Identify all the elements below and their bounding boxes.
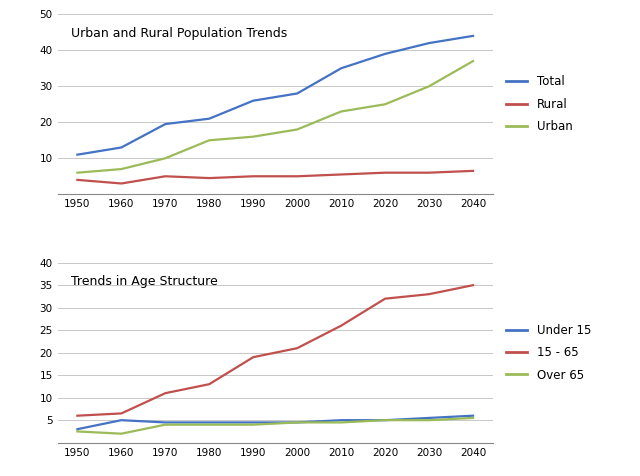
Under 15 — [293, 419, 301, 425]
Over 65 — [118, 431, 125, 436]
Line: 15 - 65: 15 - 65 — [77, 285, 473, 416]
Rural — [293, 173, 301, 179]
15 - 65 — [425, 291, 433, 297]
15 - 65 — [161, 390, 169, 396]
Text: Trends in Age Structure: Trends in Age Structure — [70, 275, 218, 288]
15 - 65 — [74, 413, 81, 418]
Under 15 — [205, 419, 213, 425]
Legend: Total, Rural, Urban: Total, Rural, Urban — [502, 70, 577, 138]
Rural — [250, 173, 257, 179]
Rural — [161, 173, 169, 179]
Over 65 — [293, 419, 301, 425]
Rural — [469, 168, 477, 174]
Urban — [381, 101, 389, 107]
Under 15 — [381, 417, 389, 423]
Urban — [293, 127, 301, 132]
Over 65 — [74, 428, 81, 434]
15 - 65 — [293, 345, 301, 351]
Under 15 — [337, 417, 345, 423]
Total — [425, 40, 433, 46]
15 - 65 — [337, 323, 345, 328]
Urban — [118, 166, 125, 172]
Line: Rural: Rural — [77, 171, 473, 183]
Urban — [469, 58, 477, 64]
Under 15 — [161, 419, 169, 425]
Urban — [337, 109, 345, 114]
Total — [337, 65, 345, 71]
Line: Urban: Urban — [77, 61, 473, 173]
Over 65 — [381, 417, 389, 423]
Under 15 — [74, 426, 81, 432]
Total — [469, 33, 477, 39]
Total — [293, 90, 301, 96]
Rural — [205, 175, 213, 181]
Over 65 — [425, 417, 433, 423]
Over 65 — [205, 422, 213, 427]
Over 65 — [250, 422, 257, 427]
Urban — [250, 134, 257, 139]
15 - 65 — [381, 296, 389, 301]
Urban — [425, 83, 433, 89]
Urban — [161, 156, 169, 161]
Over 65 — [469, 415, 477, 421]
Total — [118, 145, 125, 150]
Total — [250, 98, 257, 104]
Total — [381, 51, 389, 57]
Line: Over 65: Over 65 — [77, 418, 473, 434]
Total — [74, 152, 81, 158]
Under 15 — [425, 415, 433, 421]
Legend: Under 15, 15 - 65, Over 65: Under 15, 15 - 65, Over 65 — [502, 319, 596, 387]
Rural — [425, 170, 433, 176]
Rural — [381, 170, 389, 176]
15 - 65 — [250, 354, 257, 360]
15 - 65 — [205, 381, 213, 387]
Over 65 — [161, 422, 169, 427]
Urban — [74, 170, 81, 176]
15 - 65 — [469, 282, 477, 288]
Total — [161, 121, 169, 127]
Total — [205, 116, 213, 121]
15 - 65 — [118, 411, 125, 416]
Rural — [337, 172, 345, 178]
Under 15 — [118, 417, 125, 423]
Line: Total: Total — [77, 36, 473, 155]
Rural — [118, 180, 125, 186]
Under 15 — [469, 413, 477, 418]
Under 15 — [250, 419, 257, 425]
Line: Under 15: Under 15 — [77, 416, 473, 429]
Urban — [205, 138, 213, 143]
Rural — [74, 177, 81, 183]
Text: Urban and Rural Population Trends: Urban and Rural Population Trends — [70, 27, 287, 40]
Over 65 — [337, 419, 345, 425]
